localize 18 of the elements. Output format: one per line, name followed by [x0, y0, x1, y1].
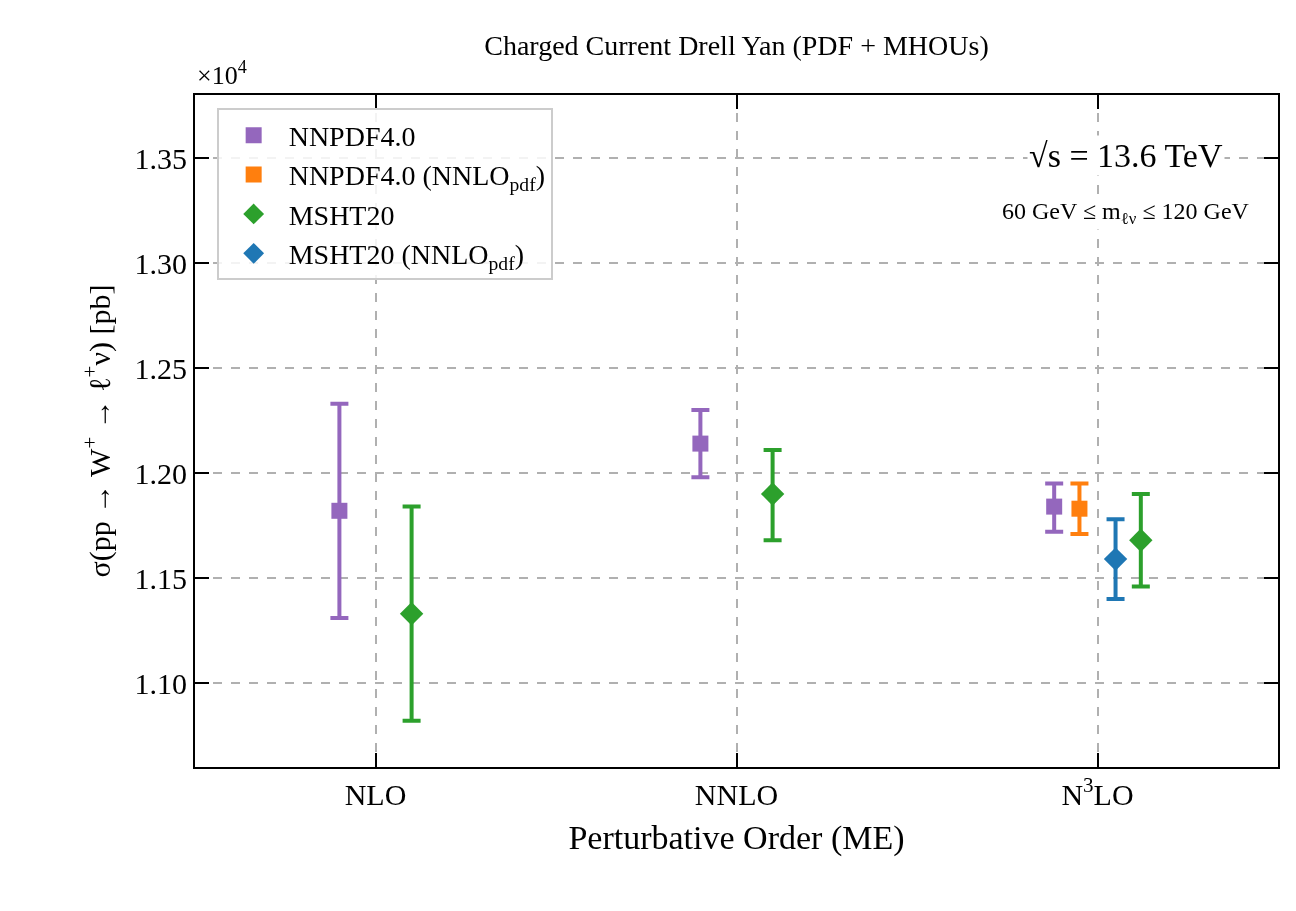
y-tick-label: 1.35 [134, 141, 187, 175]
annotation: √s = 13.6 TeV [1029, 137, 1223, 174]
y-tick-label: 1.15 [134, 561, 187, 595]
x-tick-label: N$^{3}$LO [1061, 773, 1134, 811]
chart-title: Charged Current Drell Yan (PDF + MHOUs) [484, 29, 989, 61]
y-tick-label: 1.10 [134, 666, 187, 700]
y-tick-label: 1.25 [134, 351, 187, 385]
annotation: 60 GeV ≤ m$_{ℓν}$ ≤ 120 GeV [1002, 198, 1250, 229]
text: ×10$^{4}$ [197, 57, 247, 90]
legend-label: MSHT20 (NNLO$_{pdf}$) [288, 239, 524, 275]
x-tick-label: NNLO [694, 778, 779, 811]
y-tick-label: 1.30 [134, 246, 187, 280]
y-tick-label: 1.20 [134, 456, 187, 490]
x-axis-title: Perturbative Order (ME) [568, 818, 905, 857]
legend-label: MSHT20 [288, 199, 395, 231]
x-tick-label: NLO [344, 778, 407, 811]
legend-label: NNPDF4.0 (NNLO$_{pdf}$) [288, 160, 546, 196]
legend-label: NNPDF4.0 [288, 121, 416, 153]
